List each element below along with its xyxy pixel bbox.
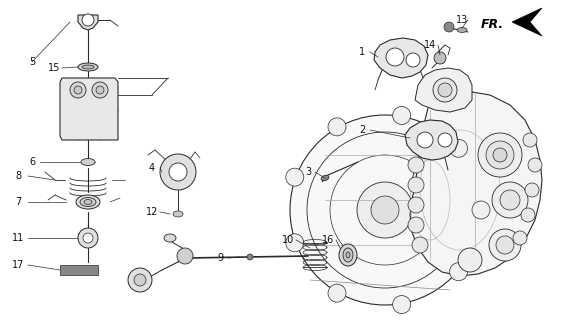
- Circle shape: [177, 248, 193, 264]
- Polygon shape: [415, 68, 472, 112]
- Circle shape: [434, 52, 446, 64]
- Circle shape: [286, 168, 304, 186]
- Circle shape: [134, 274, 146, 286]
- Ellipse shape: [78, 63, 98, 71]
- Circle shape: [408, 217, 424, 233]
- Circle shape: [74, 86, 82, 94]
- Polygon shape: [60, 78, 118, 140]
- Circle shape: [472, 201, 490, 219]
- Circle shape: [160, 154, 196, 190]
- Circle shape: [513, 231, 527, 245]
- Text: 12: 12: [146, 207, 158, 217]
- Circle shape: [78, 228, 98, 248]
- Circle shape: [96, 86, 104, 94]
- Text: 7: 7: [15, 197, 21, 207]
- Text: 15: 15: [48, 63, 60, 73]
- Circle shape: [70, 82, 86, 98]
- Circle shape: [444, 22, 454, 32]
- Circle shape: [328, 118, 346, 136]
- Circle shape: [449, 263, 468, 281]
- Circle shape: [525, 183, 539, 197]
- Circle shape: [290, 115, 480, 305]
- Text: 11: 11: [12, 233, 24, 243]
- Circle shape: [449, 139, 468, 157]
- Circle shape: [247, 254, 253, 260]
- Text: 3: 3: [305, 167, 311, 177]
- Circle shape: [92, 82, 108, 98]
- Circle shape: [438, 133, 452, 147]
- Circle shape: [528, 158, 542, 172]
- Circle shape: [328, 284, 346, 302]
- Bar: [60, 265, 98, 275]
- Text: 1: 1: [359, 47, 365, 57]
- Circle shape: [386, 48, 404, 66]
- Ellipse shape: [81, 158, 95, 165]
- Text: 5: 5: [29, 57, 35, 67]
- Circle shape: [486, 141, 514, 169]
- Circle shape: [408, 157, 424, 173]
- Circle shape: [393, 296, 411, 314]
- Circle shape: [169, 163, 187, 181]
- Circle shape: [458, 248, 482, 272]
- Polygon shape: [78, 15, 98, 30]
- Polygon shape: [374, 38, 428, 78]
- Text: 2: 2: [359, 125, 365, 135]
- Ellipse shape: [164, 234, 176, 242]
- Circle shape: [521, 208, 535, 222]
- Circle shape: [357, 182, 413, 238]
- Polygon shape: [405, 120, 458, 160]
- Circle shape: [408, 177, 424, 193]
- Circle shape: [496, 236, 514, 254]
- Ellipse shape: [82, 65, 94, 69]
- Circle shape: [410, 137, 426, 153]
- Circle shape: [82, 14, 94, 26]
- Ellipse shape: [84, 199, 92, 204]
- Text: 4: 4: [149, 163, 155, 173]
- Circle shape: [523, 133, 537, 147]
- Polygon shape: [512, 8, 542, 36]
- Ellipse shape: [343, 248, 353, 262]
- Ellipse shape: [173, 211, 183, 217]
- Circle shape: [433, 78, 457, 102]
- Text: FR.: FR.: [481, 18, 504, 30]
- Circle shape: [371, 196, 399, 224]
- Ellipse shape: [76, 195, 100, 209]
- Circle shape: [500, 190, 520, 210]
- Circle shape: [493, 148, 507, 162]
- Circle shape: [412, 237, 428, 253]
- Ellipse shape: [339, 244, 357, 266]
- Text: 13: 13: [456, 15, 468, 25]
- Circle shape: [478, 133, 522, 177]
- Text: 8: 8: [15, 171, 21, 181]
- Ellipse shape: [321, 175, 329, 181]
- Circle shape: [489, 229, 521, 261]
- Circle shape: [492, 182, 528, 218]
- Circle shape: [438, 83, 452, 97]
- Text: 6: 6: [29, 157, 35, 167]
- Text: 14: 14: [424, 40, 436, 50]
- Circle shape: [408, 197, 424, 213]
- Circle shape: [417, 132, 433, 148]
- Text: 16: 16: [322, 235, 334, 245]
- Ellipse shape: [346, 252, 350, 258]
- Text: 10: 10: [282, 235, 294, 245]
- Circle shape: [393, 107, 411, 124]
- Circle shape: [286, 234, 304, 252]
- Circle shape: [128, 268, 152, 292]
- Circle shape: [406, 53, 420, 67]
- Circle shape: [83, 233, 93, 243]
- Ellipse shape: [80, 197, 96, 206]
- Text: 17: 17: [12, 260, 24, 270]
- Ellipse shape: [457, 28, 467, 33]
- Text: 9: 9: [217, 253, 223, 263]
- Polygon shape: [410, 90, 542, 276]
